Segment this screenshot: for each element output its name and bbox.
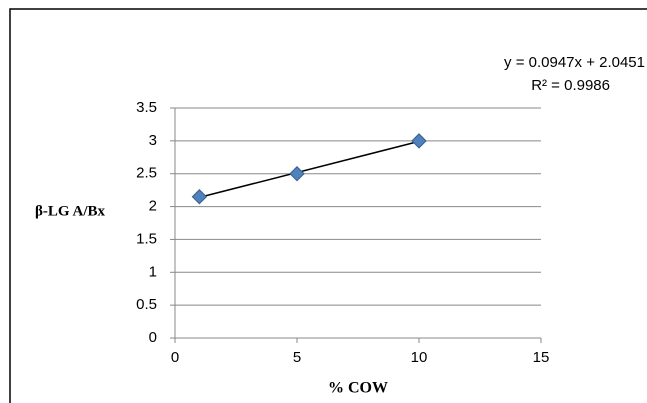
y-tick-label: 2.5 bbox=[136, 165, 157, 182]
y-tick-label: 2 bbox=[149, 198, 157, 215]
y-tick-label: 3 bbox=[149, 132, 157, 149]
x-tick-label: 0 bbox=[171, 349, 179, 366]
y-tick-label: 0 bbox=[149, 329, 157, 346]
y-axis-label: β-LG A/Bx bbox=[35, 203, 105, 219]
x-axis-label: % COW bbox=[328, 380, 388, 397]
y-tick-label: 1 bbox=[149, 263, 157, 280]
x-tick-label: 10 bbox=[411, 349, 428, 366]
x-tick-label: 5 bbox=[293, 349, 301, 366]
r-squared: R² = 0.9986 bbox=[531, 77, 610, 94]
x-tick-label: 15 bbox=[533, 349, 550, 366]
marker bbox=[191, 189, 208, 205]
chart-frame bbox=[9, 8, 647, 403]
equation: y = 0.0947x + 2.0451 bbox=[504, 54, 645, 71]
trendline bbox=[199, 140, 420, 199]
marker bbox=[289, 166, 305, 182]
marker bbox=[411, 133, 427, 149]
y-tick-label: 1.5 bbox=[136, 230, 157, 247]
y-tick-label: 0.5 bbox=[136, 296, 157, 313]
y-tick-label: 3.5 bbox=[136, 99, 157, 116]
